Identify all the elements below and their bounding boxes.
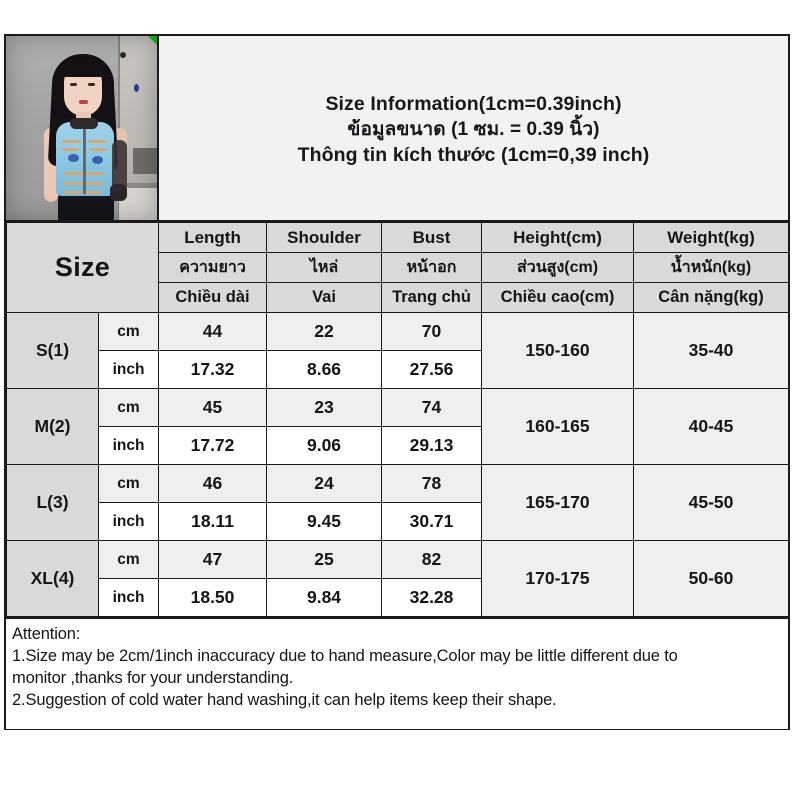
header-row-vietnamese: Chiều dài Vai Trang chủ Chiều cao(cm) Câ… — [7, 282, 790, 313]
col-header-shoulder-th: ไหล่ — [266, 252, 383, 283]
attention-block: Attention: 1.Size may be 2cm/1inch inacc… — [6, 617, 788, 729]
cell-l-in-bust: 30.71 — [381, 502, 483, 541]
col-header-weight-en: Weight(kg) — [633, 222, 790, 253]
cell-l-cm-length: 46 — [158, 464, 268, 503]
cell-s-cm-bust: 70 — [381, 312, 483, 351]
cell-m-cm-bust: 74 — [381, 388, 483, 427]
table-row: L(3) cm 46 24 78 165-170 45-50 — [6, 464, 790, 541]
unit-cell-cm: cm — [97, 312, 160, 351]
cell-s-cm-shoulder: 22 — [266, 312, 383, 351]
unit-cell-inch: inch — [97, 350, 160, 389]
table-row: XL(4) cm 47 25 82 170-175 50-60 — [6, 540, 790, 617]
unit-cell-inch: inch — [97, 578, 160, 617]
title-vietnamese: Thông tin kích thước (1cm=0,39 inch) — [297, 143, 650, 166]
cell-xl-weight: 50-60 — [633, 540, 790, 617]
col-header-length-en: Length — [158, 222, 268, 253]
cell-xl-in-shoulder: 9.84 — [266, 578, 383, 617]
cell-s-in-bust: 27.56 — [381, 350, 483, 389]
attention-note-2: 2.Suggestion of cold water hand washing,… — [12, 690, 557, 709]
cell-xl-in-bust: 32.28 — [381, 578, 483, 617]
table-row: inch 17.72 9.06 29.13 — [7, 426, 789, 465]
cell-s-cm-length: 44 — [158, 312, 268, 351]
col-header-bust-en: Bust — [381, 222, 483, 253]
attention-note-1b: monitor ,thanks for your understanding. — [12, 668, 294, 687]
cell-xl-in-length: 18.50 — [158, 578, 268, 617]
col-header-weight-vi: Cân nặng(kg) — [633, 282, 790, 313]
cell-l-cm-shoulder: 24 — [266, 464, 383, 503]
table-row: inch 18.11 9.45 30.71 — [7, 502, 789, 541]
cell-s-in-shoulder: 8.66 — [266, 350, 383, 389]
product-photo — [6, 36, 159, 220]
header-row-english: Size Length Shoulder Bust Height(cm) Wei… — [5, 222, 790, 313]
col-header-height-vi: Chiều cao(cm) — [481, 282, 635, 313]
col-header-shoulder-en: Shoulder — [266, 222, 383, 253]
cell-l-cm-bust: 78 — [381, 464, 483, 503]
size-table: Size Length Shoulder Bust Height(cm) Wei… — [5, 222, 790, 617]
cell-m-in-shoulder: 9.06 — [266, 426, 383, 465]
size-chart-sheet: Size Information(1cm=0.39inch) ข้อมูลขนา… — [4, 34, 790, 730]
cell-xl-cm-bust: 82 — [381, 540, 483, 579]
col-header-weight-th: น้ำหนัก(kg) — [633, 252, 790, 283]
header-row-thai: ความยาว ไหล่ หน้าอก ส่วนสูง(cm) น้ำหนัก(… — [7, 252, 790, 283]
cell-l-in-shoulder: 9.45 — [266, 502, 383, 541]
cell-l-weight: 45-50 — [633, 464, 790, 541]
header-band: Size Information(1cm=0.39inch) ข้อมูลขนา… — [6, 36, 788, 222]
unit-cell-cm: cm — [97, 464, 160, 503]
title-thai: ข้อมูลขนาด (1 ซม. = 0.39 นิ้ว) — [347, 119, 600, 141]
size-column-header: Size — [5, 222, 160, 313]
col-header-bust-vi: Trang chủ — [381, 282, 483, 313]
title-english: Size Information(1cm=0.39inch) — [325, 92, 622, 115]
cell-s-weight: 35-40 — [633, 312, 790, 389]
unit-cell-inch: inch — [97, 426, 160, 465]
attention-heading: Attention: — [12, 625, 81, 643]
cell-xl-height: 170-175 — [481, 540, 635, 617]
col-header-shoulder-vi: Vai — [266, 282, 383, 313]
table-row: inch 17.32 8.66 27.56 — [7, 350, 789, 389]
attention-note-1a: 1.Size may be 2cm/1inch inaccuracy due t… — [12, 646, 678, 665]
size-cell-s: S(1) — [6, 312, 99, 389]
green-corner-marker — [148, 36, 157, 45]
size-cell-m: M(2) — [6, 388, 99, 465]
cell-xl-cm-shoulder: 25 — [266, 540, 383, 579]
title-block: Size Information(1cm=0.39inch) ข้อมูลขนา… — [159, 36, 788, 220]
size-cell-l: L(3) — [6, 464, 99, 541]
unit-cell-cm: cm — [97, 388, 160, 427]
table-row: M(2) cm 45 23 74 160-165 40-45 — [6, 388, 790, 465]
cell-m-in-bust: 29.13 — [381, 426, 483, 465]
table-row: S(1) cm 44 22 70 150-160 35-40 — [6, 312, 790, 389]
cell-m-height: 160-165 — [481, 388, 635, 465]
cell-m-cm-length: 45 — [158, 388, 268, 427]
col-header-length-vi: Chiều dài — [158, 282, 268, 313]
col-header-length-th: ความยาว — [158, 252, 268, 283]
cell-m-cm-shoulder: 23 — [266, 388, 383, 427]
table-row: inch 18.50 9.84 32.28 — [7, 578, 789, 617]
size-cell-xl: XL(4) — [6, 540, 99, 617]
cell-s-height: 150-160 — [481, 312, 635, 389]
col-header-height-en: Height(cm) — [481, 222, 635, 253]
cell-l-in-length: 18.11 — [158, 502, 268, 541]
unit-cell-inch: inch — [97, 502, 160, 541]
cell-l-height: 165-170 — [481, 464, 635, 541]
unit-cell-cm: cm — [97, 540, 160, 579]
cell-s-in-length: 17.32 — [158, 350, 268, 389]
col-header-height-th: ส่วนสูง(cm) — [481, 252, 635, 283]
col-header-bust-th: หน้าอก — [381, 252, 483, 283]
cell-m-in-length: 17.72 — [158, 426, 268, 465]
cell-m-weight: 40-45 — [633, 388, 790, 465]
cell-xl-cm-length: 47 — [158, 540, 268, 579]
